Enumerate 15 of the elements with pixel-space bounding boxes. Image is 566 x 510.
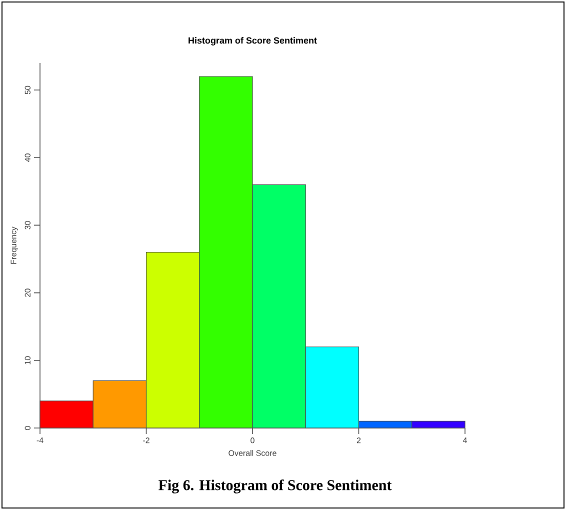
y-tick-label: 50: [24, 86, 30, 94]
x-tick-label: 0: [250, 438, 254, 444]
y-tick-label: 10: [24, 356, 30, 364]
x-tick-label: -2: [143, 438, 150, 444]
x-tick-label: -4: [36, 438, 44, 444]
x-tick-label: 4: [462, 438, 467, 444]
y-tick-label: 0: [24, 426, 30, 430]
chart-title: Histogram of Score Sentiment: [188, 37, 317, 46]
y-tick-label: 30: [24, 221, 30, 230]
x-tick-label: 2: [356, 438, 361, 444]
y-axis-title: Frequency: [10, 226, 18, 264]
x-axis-title: Overall Score: [228, 450, 276, 456]
caption: Fig 6. Histogram of Score Sentiment: [158, 480, 392, 494]
y-tick-label: 40: [24, 153, 30, 162]
y-tick-label: 20: [24, 288, 30, 297]
